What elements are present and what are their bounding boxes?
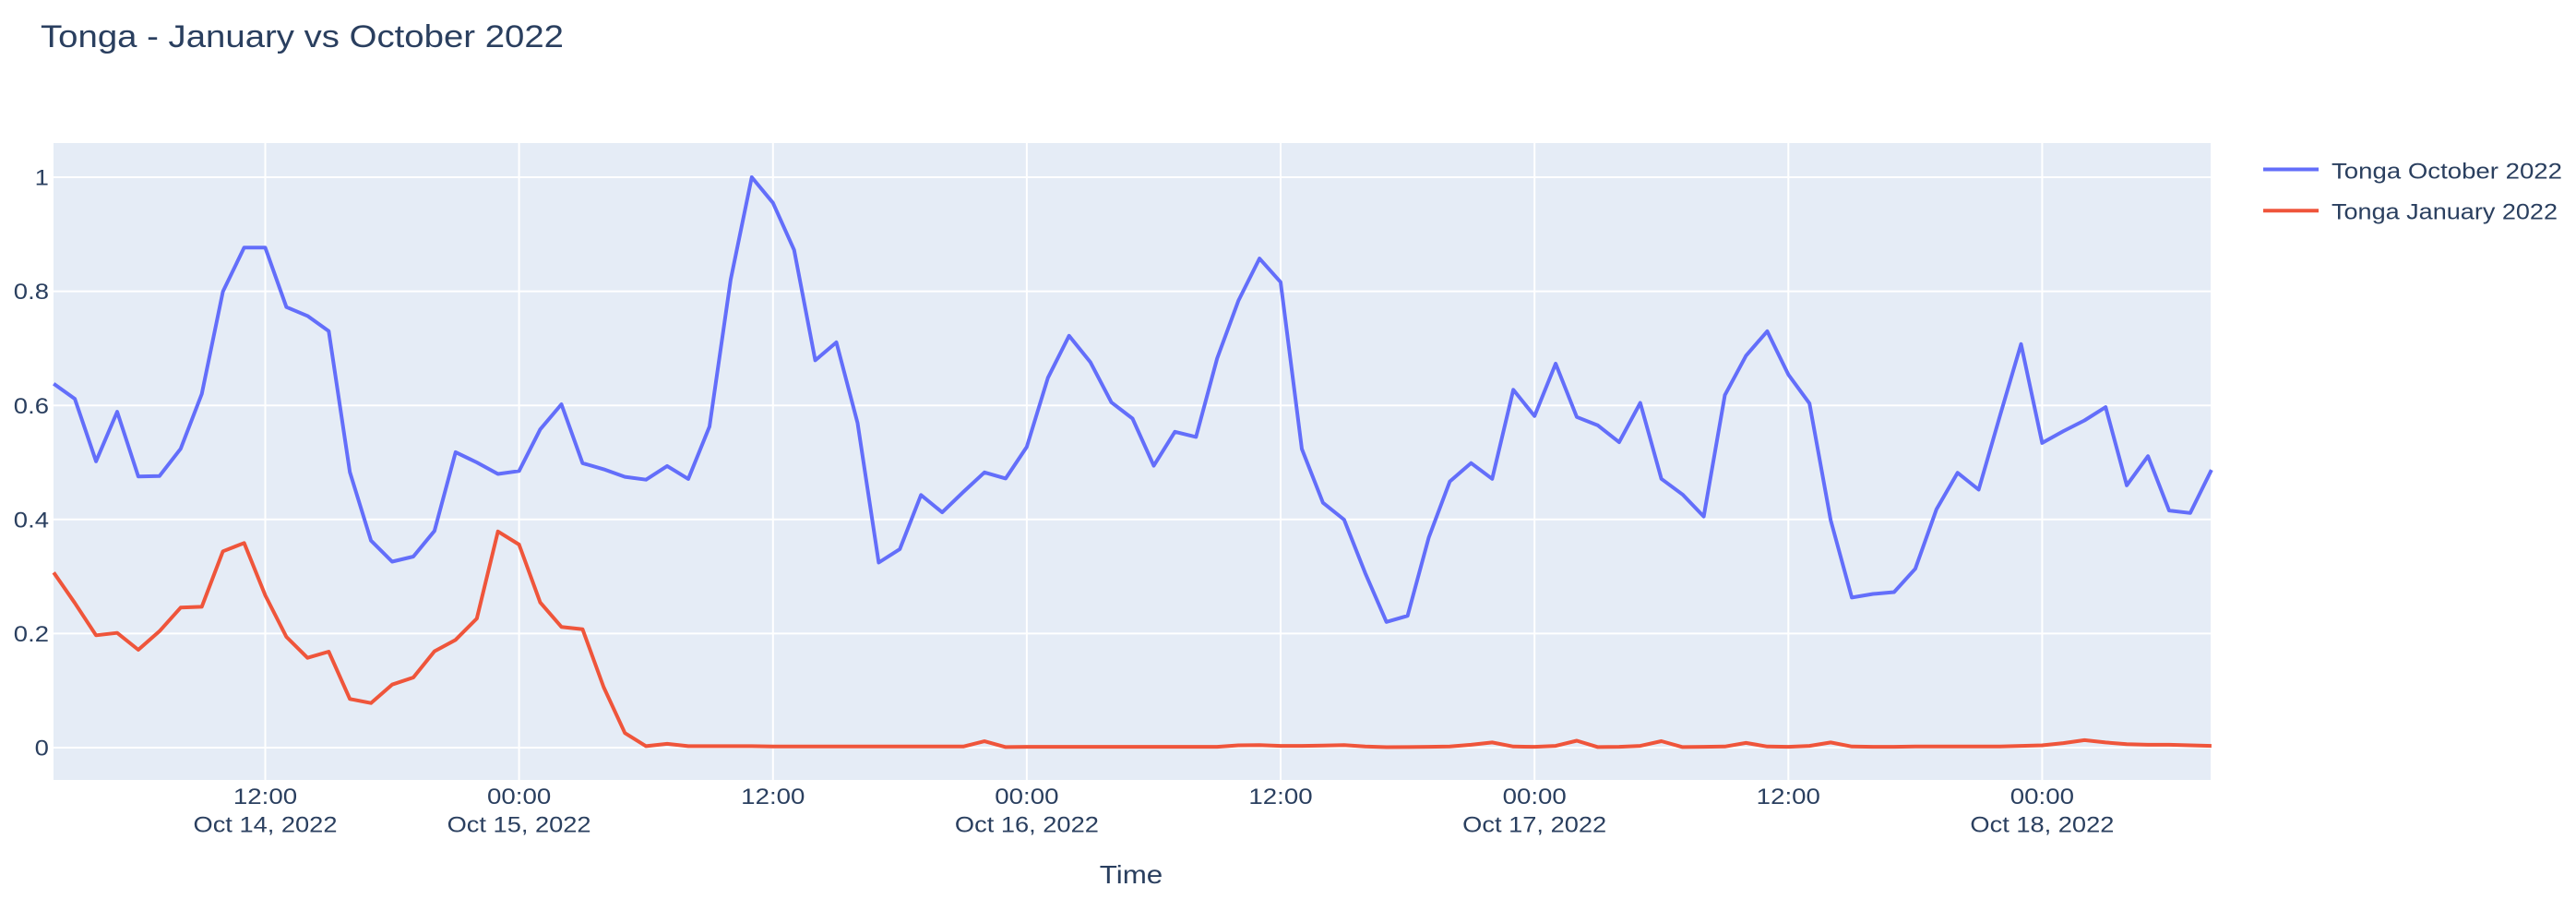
svg-text:12:00: 12:00 [1248, 785, 1312, 809]
svg-text:0.2: 0.2 [14, 622, 49, 647]
svg-text:12:00: 12:00 [233, 785, 297, 809]
svg-text:0.8: 0.8 [14, 280, 49, 305]
svg-text:00:00: 00:00 [1503, 785, 1567, 809]
svg-text:Tonga October 2022: Tonga October 2022 [2332, 160, 2562, 185]
svg-text:0: 0 [35, 737, 49, 761]
svg-text:Oct 16, 2022: Oct 16, 2022 [955, 813, 1099, 838]
svg-text:1: 1 [35, 166, 49, 191]
svg-text:Oct 17, 2022: Oct 17, 2022 [1462, 813, 1606, 838]
svg-text:00:00: 00:00 [487, 785, 551, 809]
svg-text:Time: Time [1100, 860, 1163, 889]
svg-text:12:00: 12:00 [741, 785, 805, 809]
svg-text:Oct 18, 2022: Oct 18, 2022 [1970, 813, 2114, 838]
svg-text:Oct 14, 2022: Oct 14, 2022 [194, 813, 338, 838]
svg-text:00:00: 00:00 [2010, 785, 2074, 809]
svg-text:Oct 15, 2022: Oct 15, 2022 [447, 813, 591, 838]
svg-text:Tonga January 2022: Tonga January 2022 [2332, 200, 2558, 225]
svg-text:00:00: 00:00 [995, 785, 1058, 809]
svg-text:Tonga - January vs October 202: Tonga - January vs October 2022 [41, 19, 564, 54]
svg-text:12:00: 12:00 [1757, 785, 1820, 809]
svg-text:0.6: 0.6 [14, 394, 49, 419]
svg-text:0.4: 0.4 [14, 508, 49, 533]
